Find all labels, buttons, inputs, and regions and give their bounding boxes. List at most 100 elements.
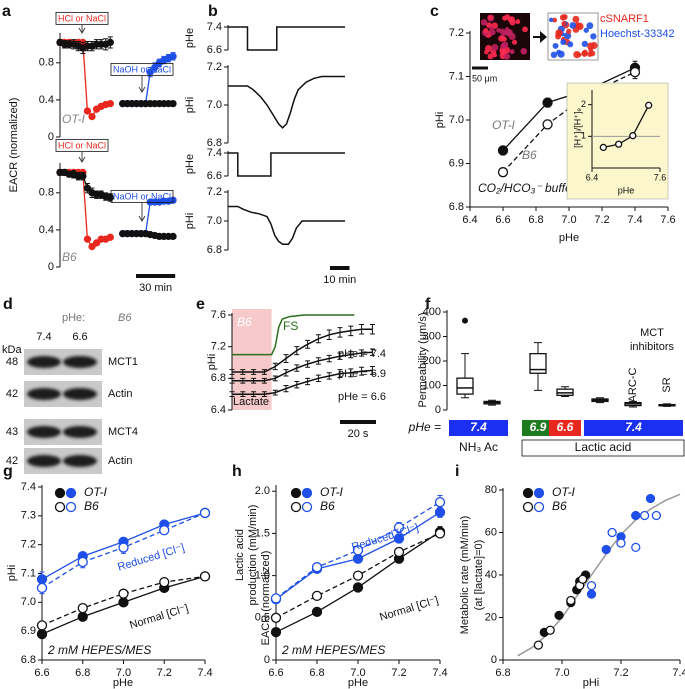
error-bar <box>348 325 354 337</box>
cell <box>508 32 516 41</box>
annotation: pHe = 7.4 <box>338 348 386 360</box>
marker <box>169 232 177 241</box>
annotation-box <box>110 62 174 76</box>
y-tick-label: 0 <box>48 261 54 273</box>
arrow-head <box>78 156 86 163</box>
series-line <box>122 199 174 235</box>
blot-label: MCT4 <box>108 426 138 438</box>
y-tick-label: 300 <box>423 330 441 342</box>
y-tick-label: 1.5 <box>255 527 270 539</box>
y-tick-label: 0.5 <box>255 612 270 624</box>
marker <box>270 612 282 623</box>
y-tick-label: 6.8 <box>211 372 226 384</box>
y-tick-label: 1.0 <box>255 570 270 582</box>
x-tick-label: 6.6 <box>495 214 510 226</box>
error-bar <box>294 364 300 372</box>
annotation: inhibitors <box>630 341 675 353</box>
legend-label: B6 <box>84 499 99 513</box>
marker <box>566 595 576 606</box>
cell <box>576 52 582 58</box>
y-axis-label: pHi <box>6 565 18 582</box>
y-tick-label: 6.8 <box>207 137 222 149</box>
y-tick-label: 60 <box>485 526 497 538</box>
marker <box>629 67 641 78</box>
series-line <box>228 75 345 129</box>
annotation: HCl or NaCl <box>58 13 106 23</box>
annotation: Normal [Cl⁻] <box>378 594 440 623</box>
cell <box>583 27 589 33</box>
error-bar <box>272 389 278 396</box>
scale-bar-label: 30 min <box>139 282 172 294</box>
y-tick-label: 7.0 <box>207 215 222 227</box>
cell <box>586 22 594 30</box>
cell <box>588 47 594 53</box>
y-axis-label: Metabolic rate (mM/min) <box>459 516 471 635</box>
kda-label: 43 <box>6 426 18 438</box>
x-tick-label: 7.4 <box>432 667 447 679</box>
marker <box>586 580 597 591</box>
y-tick-label: 6.8 <box>449 201 464 213</box>
cell <box>509 49 515 55</box>
blot-band <box>27 426 61 438</box>
y-tick-label: 0 <box>264 654 270 666</box>
y-tick-label: 0 <box>48 131 54 143</box>
y-tick-label: 7.3 <box>21 510 36 522</box>
cell <box>566 28 572 35</box>
panel-letter: d <box>3 296 13 313</box>
cell <box>561 21 567 27</box>
y-tick-label: 6.4 <box>211 404 226 416</box>
legend-marker <box>533 487 545 499</box>
error-bar <box>305 360 311 368</box>
ph-value: 7.4 <box>625 420 642 434</box>
error-bar <box>348 368 354 378</box>
y-tick-label: 7.1 <box>21 567 36 579</box>
panel-letter: e <box>196 296 205 313</box>
error-bar <box>315 334 321 344</box>
legend-marker <box>522 501 534 513</box>
x-tick-label: 6.4 <box>462 214 477 226</box>
blot-band <box>63 455 97 467</box>
cell <box>492 53 497 58</box>
x-tick-label: 6.8 <box>528 214 543 226</box>
legend-marker <box>301 501 313 513</box>
cell <box>550 51 558 59</box>
error-bar <box>294 346 300 356</box>
y-tick-label: 7.0 <box>207 99 222 111</box>
marker <box>533 640 544 650</box>
lane-label: 6.6 <box>72 331 87 343</box>
marker <box>614 140 623 148</box>
acid-box <box>521 439 685 457</box>
marker <box>311 590 323 602</box>
y-axis-label: pHi <box>206 354 218 371</box>
error-bar <box>359 349 365 357</box>
marker <box>586 589 597 599</box>
whisker-cap <box>561 386 569 398</box>
annotation: NaOH or NaCl <box>113 191 171 201</box>
marker <box>88 242 96 251</box>
marker <box>118 542 129 553</box>
panel-letter: h <box>232 463 242 480</box>
y-axis-label: pHi <box>184 97 196 114</box>
series-line <box>228 26 345 51</box>
annotation: Normal [Cl⁻] <box>128 602 190 631</box>
cell <box>574 22 582 29</box>
legend-label: OT-I <box>320 485 344 499</box>
error-bar <box>337 352 343 360</box>
x-tick-label: 7.2 <box>157 667 172 679</box>
error-bar <box>251 391 257 398</box>
cell <box>483 28 489 34</box>
annotation: B6 <box>237 315 252 329</box>
annotation: OT-I <box>62 112 86 126</box>
error-bar <box>337 327 343 338</box>
y-tick-label: 7.0 <box>21 596 36 608</box>
ph-strip <box>549 420 581 436</box>
legend-marker <box>301 487 313 499</box>
marker <box>645 493 656 504</box>
error-bar <box>369 348 375 356</box>
y-tick-label: 0.4 <box>39 224 54 236</box>
panel-letter: g <box>3 463 13 480</box>
marker <box>169 52 177 60</box>
legend-marker <box>290 487 302 499</box>
y-axis-label: pHi <box>434 112 446 129</box>
marker <box>36 582 48 594</box>
